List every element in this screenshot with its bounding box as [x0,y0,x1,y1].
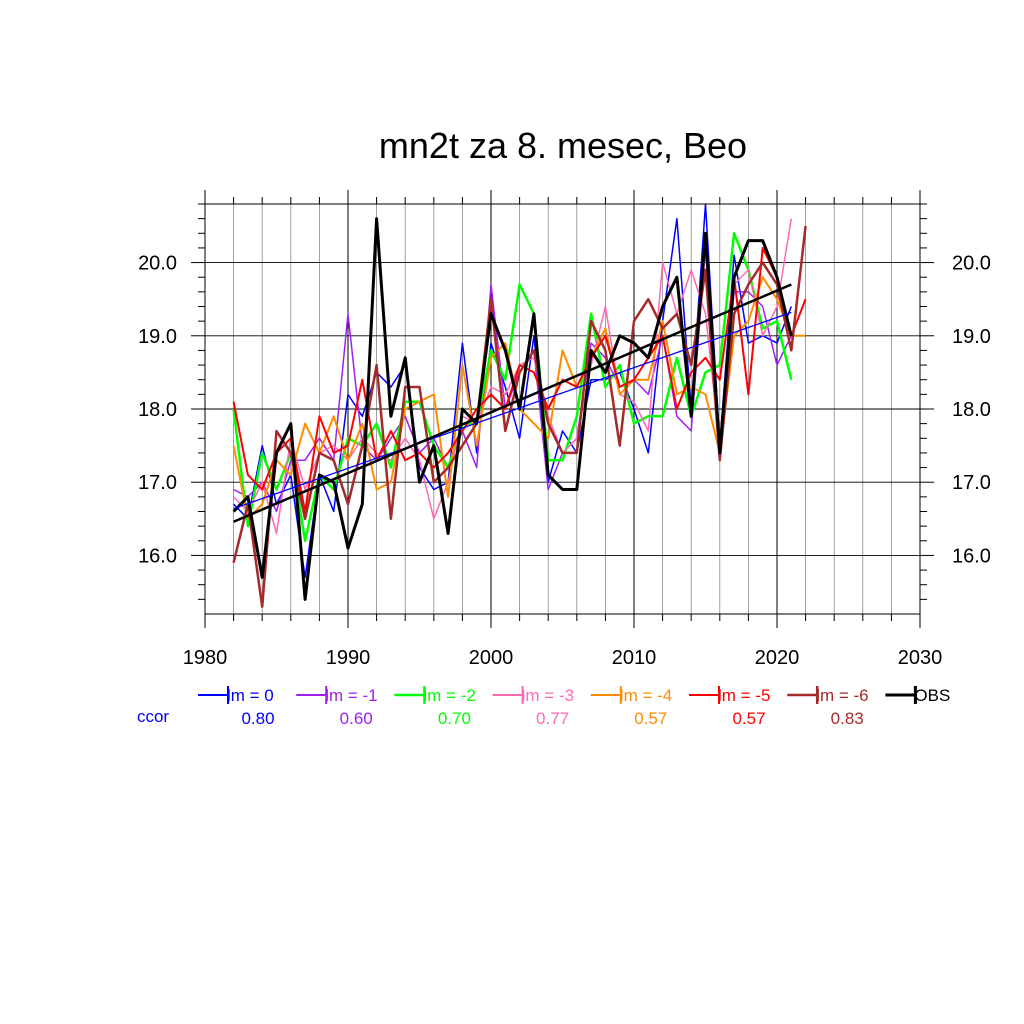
chart-title: mn2t za 8. mesec, Beo [379,125,747,166]
legend-label-4: lm = -4 [620,686,672,705]
legend-label-5: lm = -5 [718,686,770,705]
y-tick-label-right: 17.0 [952,472,991,494]
y-tick-label-left: 18.0 [138,399,177,421]
legend-label-3: lm = -3 [522,686,574,705]
y-tick-label-left: 17.0 [138,472,177,494]
x-tick-label: 2030 [898,647,943,669]
trend-line-7 [233,283,792,523]
ccor-label: ccor [137,707,169,726]
x-tick-label: 2000 [469,647,514,669]
legend-label-6: lm = -6 [816,686,868,705]
y-tick-label-left: 19.0 [138,326,177,348]
axis-ticks: 1980 1990 2000 2010 2020 2030 16.0 16.0 17.0 17.0… [138,190,991,669]
legend: ccor lm = 0 0.80 lm = -1 0.60 lm = -2 0.70 lm =… [137,686,950,728]
trend-lines [233,283,792,523]
y-tick-label-right: 18.0 [952,399,991,421]
ccor-value-1: 0.60 [340,709,373,728]
series-line-5 [232,246,807,513]
grid [205,204,920,614]
series-line-6 [232,225,807,608]
y-tick-label-left: 16.0 [138,545,177,567]
x-tick-label: 2020 [755,647,800,669]
x-tick-label: 2010 [612,647,657,669]
legend-label-1: lm = -1 [325,686,377,705]
y-tick-label-right: 19.0 [952,326,991,348]
ccor-value-2: 0.70 [438,709,471,728]
y-tick-label-right: 20.0 [952,253,991,275]
legend-label-7: OBS [914,686,950,705]
y-tick-label-right: 16.0 [952,545,991,567]
legend-label-2: lm = -2 [423,686,475,705]
ccor-value-4: 0.57 [634,709,667,728]
y-tick-label-left: 20.0 [138,253,177,275]
trend-line-0 [233,311,792,510]
ccor-value-6: 0.83 [831,709,864,728]
ccor-value-5: 0.57 [732,709,765,728]
legend-label-0: lm = 0 [227,686,274,705]
x-tick-label: 1990 [326,647,371,669]
x-tick-label: 1980 [183,647,228,669]
ccor-value-0: 0.80 [241,709,274,728]
ccor-value-3: 0.77 [536,709,569,728]
